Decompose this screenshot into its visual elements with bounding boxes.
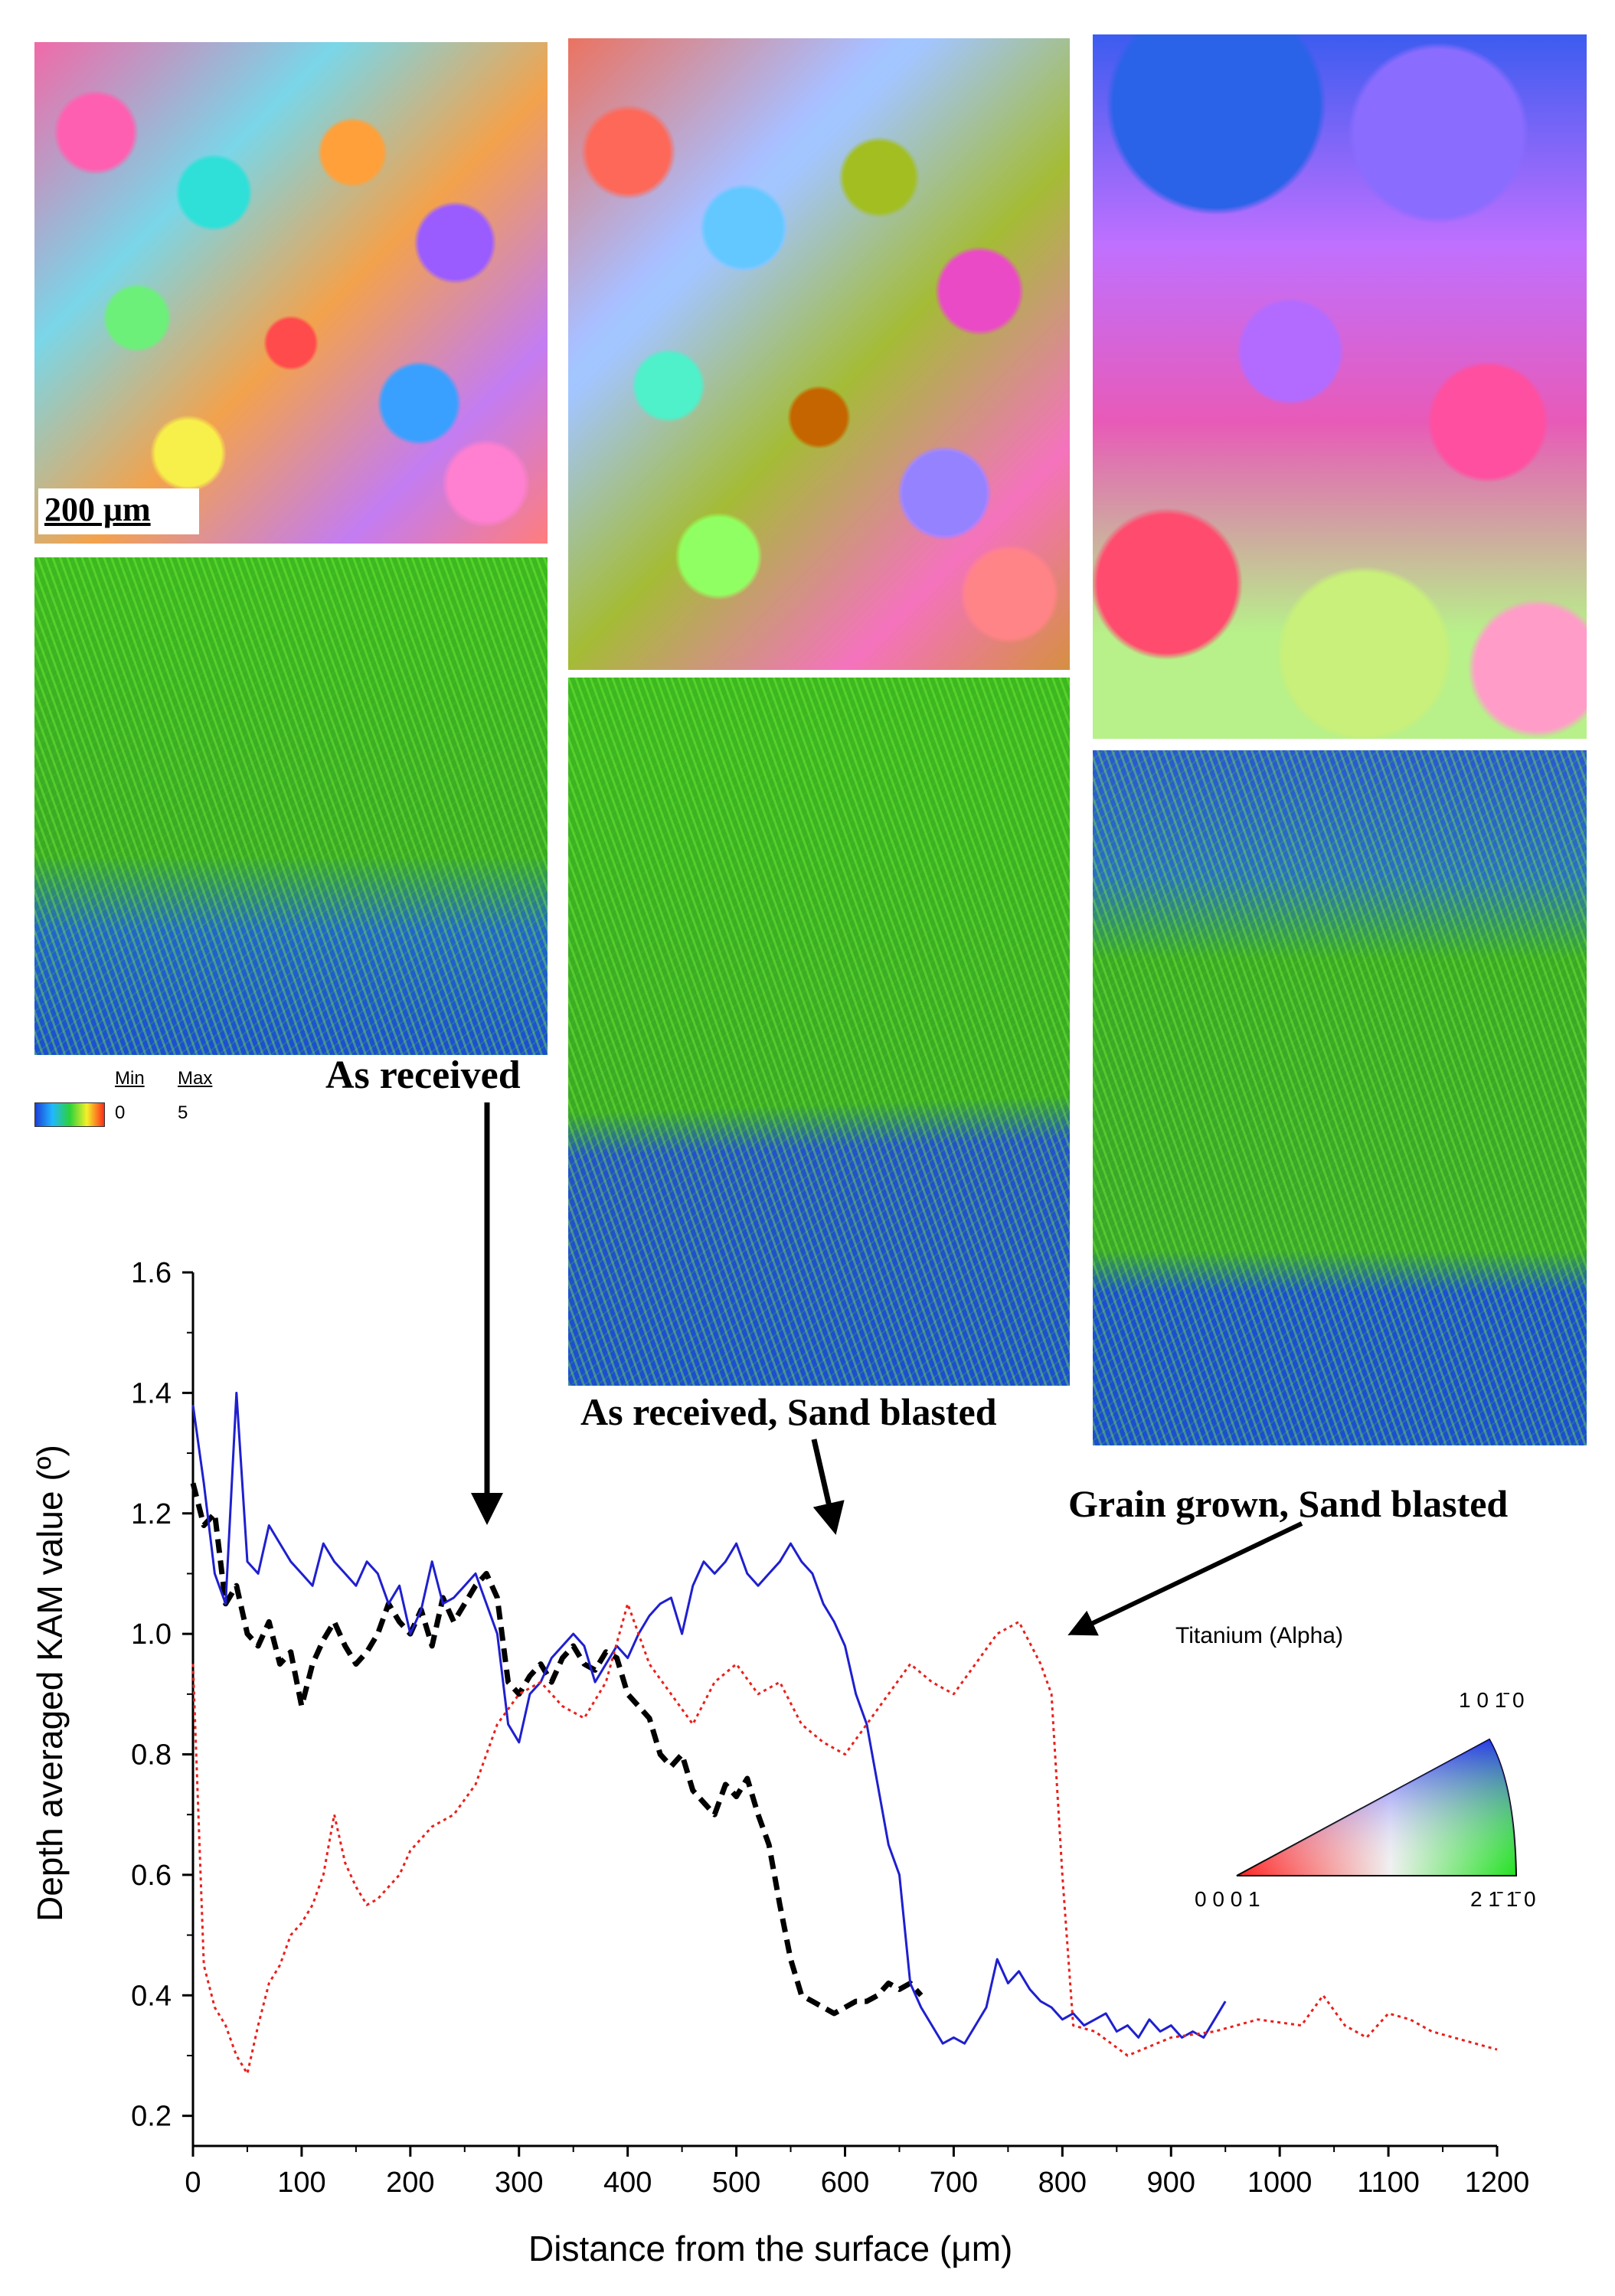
ipf-key-triangle: [1236, 1738, 1518, 1876]
kam-map-as-received-sand-blasted: [568, 678, 1070, 1386]
chart-tick-labels: 0 100 200 300 400 500 600 700 800 900 1000 1100 1200…: [131, 1257, 1529, 2199]
series-line-dashed: [190, 1482, 924, 2017]
kam-map-as-received: [34, 557, 548, 1055]
y-tick-label: 0.2: [131, 2101, 172, 2133]
y-tick-label: 1.6: [131, 1257, 172, 1289]
label-grain-grown-sand-blasted: Grain grown, Sand blasted: [1068, 1482, 1509, 1525]
colorbar-max-value: 5: [178, 1102, 188, 1123]
series-line-solid: [191, 1391, 1227, 2045]
x-tick-label: 100: [277, 2167, 325, 2199]
ipf-key-title: Titanium (Alpha): [1175, 1623, 1343, 1648]
chart-axes: [182, 1271, 1499, 2157]
ipf-key-corner-right: 2 1̄ 1̄ 0: [1470, 1887, 1536, 1911]
arrow-grain-grown-sand-blasted: [1067, 1521, 1303, 1636]
x-tick-label: 500: [712, 2167, 760, 2199]
chart-x-axis-label: Distance from the surface (μm): [528, 2229, 1013, 2268]
arrow-as-received-sand-blasted: [811, 1439, 845, 1535]
ebsd-map-as-received: [34, 42, 548, 544]
x-tick-label: 300: [495, 2167, 543, 2199]
series-line-dotted: [191, 1602, 1498, 2076]
y-tick-label: 0.6: [131, 1860, 172, 1892]
ipf-key-corner-top: 1 0 1̄ 0: [1459, 1688, 1525, 1712]
label-as-received: As received: [325, 1053, 521, 1097]
y-tick-label: 0.4: [131, 1980, 172, 2012]
x-tick-label: 200: [386, 2167, 434, 2199]
kam-map-grain-grown-sand-blasted: [1093, 750, 1587, 1445]
x-tick-label: 600: [821, 2167, 869, 2199]
chart-y-axis-label: Depth averaged KAM value (º): [30, 1445, 70, 1922]
y-tick-label: 1.4: [131, 1377, 172, 1409]
scale-bar-label: 200 μm: [44, 491, 151, 528]
y-tick-label: 0.8: [131, 1739, 172, 1772]
scale-bar-background: [38, 488, 199, 534]
x-tick-label: 1200: [1465, 2167, 1530, 2199]
x-tick-label: 400: [603, 2167, 652, 2199]
ebsd-map-as-received-sand-blasted: [568, 38, 1070, 670]
label-as-received-sand-blasted: As received, Sand blasted: [580, 1390, 997, 1433]
x-tick-label: 900: [1147, 2167, 1195, 2199]
chart-series: [190, 1391, 1498, 2076]
ebsd-map-grain-grown-sand-blasted: [1093, 34, 1587, 739]
annotation-arrows: [471, 1102, 1303, 1636]
ipf-key-corner-left: 0 0 0 1: [1195, 1887, 1260, 1911]
colorbar-max-label: Max: [178, 1068, 213, 1089]
x-tick-label: 1000: [1247, 2167, 1313, 2199]
colorbar-min-value: 0: [115, 1102, 126, 1123]
y-tick-label: 1.2: [131, 1498, 172, 1530]
x-tick-label: 700: [930, 2167, 978, 2199]
colorbar-min-label: Min: [115, 1068, 145, 1089]
y-tick-label: 1.0: [131, 1618, 172, 1651]
x-tick-label: 800: [1038, 2167, 1087, 2199]
kam-colorbar: [34, 1102, 105, 1127]
x-tick-label: 1100: [1357, 2167, 1420, 2199]
x-tick-label: 0: [185, 2167, 201, 2199]
